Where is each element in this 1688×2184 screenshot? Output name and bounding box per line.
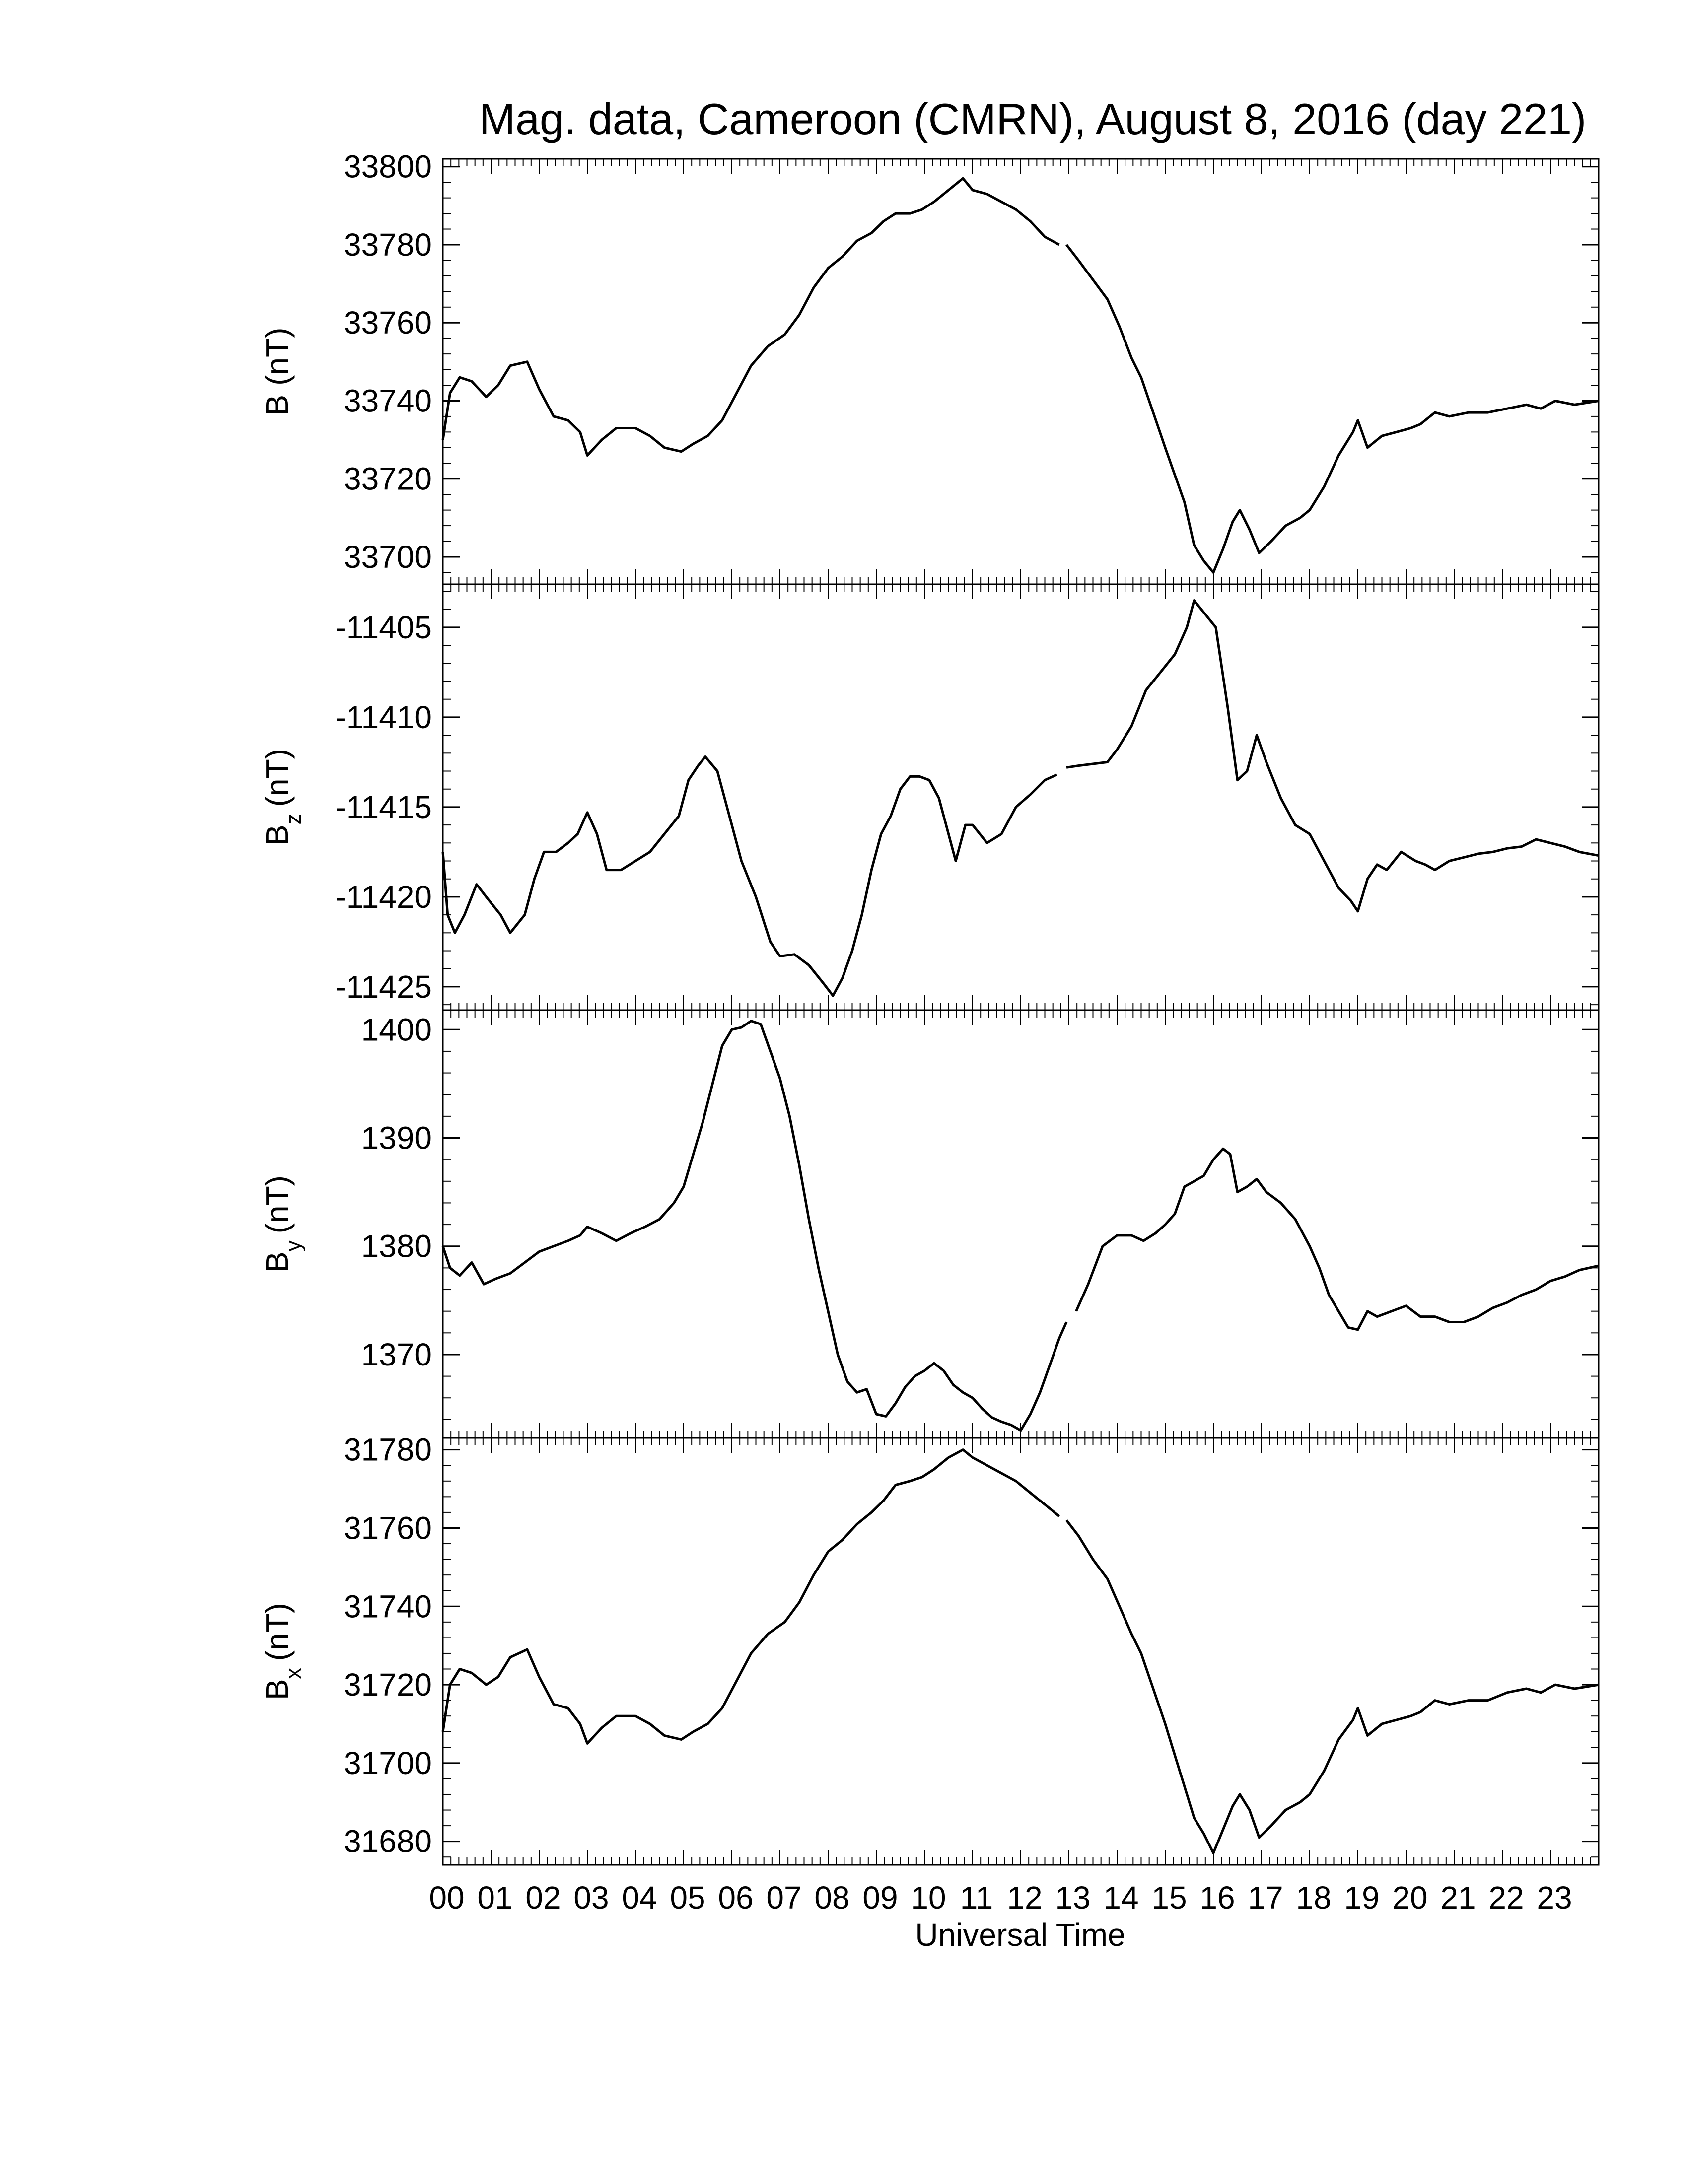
y-tick-label: -11405 — [335, 610, 432, 645]
series-line — [441, 1020, 1068, 1432]
y-tick-label: -11410 — [335, 699, 432, 735]
x-tick-label: 18 — [1296, 1880, 1331, 1915]
y-tick-label: 31760 — [344, 1510, 432, 1546]
y-tick-label: 33700 — [344, 539, 432, 575]
x-tick-label: 15 — [1151, 1880, 1187, 1915]
x-axis-label: Universal Time — [915, 1917, 1125, 1953]
y-axis-label: B (nT) — [259, 328, 295, 416]
x-tick-label: 01 — [477, 1880, 512, 1915]
x-tick-label: 20 — [1392, 1880, 1427, 1915]
y-tick-label: 33740 — [344, 383, 432, 418]
x-tick-label: 02 — [525, 1880, 561, 1915]
y-tick-label: -11415 — [335, 789, 432, 825]
y-axis-label-main: B — [259, 395, 295, 416]
x-tick-label: 16 — [1199, 1880, 1235, 1915]
series-line — [1065, 244, 1599, 574]
y-axis-label-subscript: x — [281, 1668, 306, 1679]
x-tick-label: 04 — [622, 1880, 657, 1915]
y-tick-label: 31740 — [344, 1588, 432, 1624]
y-axis-label-main: B — [259, 1679, 295, 1700]
series-line — [441, 1448, 1060, 1745]
x-tick-label: 10 — [911, 1880, 946, 1915]
x-tick-label: 19 — [1344, 1880, 1379, 1915]
y-axis-label-main: B — [259, 1251, 295, 1273]
y-axis-label-subscript: y — [281, 1240, 306, 1251]
y-tick-label: 31780 — [344, 1432, 432, 1468]
series-line — [441, 177, 1060, 457]
x-axis: 00 01 02 03 04 05 06 07 08 09 10 11 12 13 14 15 16 17 18 19… — [429, 1880, 1572, 1915]
series-line — [441, 755, 1057, 997]
x-tick-label: 03 — [573, 1880, 609, 1915]
series-line — [1075, 1147, 1599, 1331]
x-tick-label: 22 — [1488, 1880, 1524, 1915]
y-axis-label-main: B — [259, 824, 295, 846]
series-line — [1066, 599, 1599, 913]
y-axis-label-unit: (nT) — [259, 328, 295, 386]
panel-1: 33700 33720 33740 33760 33780 33800 B (nT) — [259, 149, 1600, 585]
y-axis-label: Bz (nT) — [259, 749, 306, 846]
y-tick-label: 1370 — [361, 1337, 432, 1372]
panel-4: 31680 31700 31720 31740 31760 31780 Bx (nT) — [259, 1432, 1600, 1866]
x-tick-label: 11 — [960, 1880, 993, 1915]
x-tick-label: 14 — [1103, 1880, 1138, 1915]
x-tick-label: 17 — [1248, 1880, 1283, 1915]
x-tick-label: 08 — [814, 1880, 849, 1915]
y-tick-label: 31680 — [344, 1824, 432, 1859]
x-tick-label: 12 — [1007, 1880, 1042, 1915]
panel-3: 1370 1380 1390 1400 By (nT) — [259, 1009, 1600, 1439]
y-tick-label: -11420 — [335, 879, 432, 915]
x-tick-label: 09 — [862, 1880, 898, 1915]
x-tick-label: 05 — [670, 1880, 705, 1915]
y-tick-label: 33800 — [344, 149, 432, 185]
y-tick-label: 1380 — [361, 1228, 432, 1264]
y-tick-label: 33780 — [344, 227, 432, 263]
y-tick-label: 33720 — [344, 461, 432, 497]
x-tick-label: 13 — [1055, 1880, 1090, 1915]
x-tick-label: 23 — [1537, 1880, 1572, 1915]
x-tick-label: 21 — [1440, 1880, 1476, 1915]
y-axis-label: Bx (nT) — [259, 1603, 306, 1700]
series-line — [1065, 1519, 1599, 1854]
y-tick-label: -11425 — [335, 969, 432, 1005]
y-axis-label-subscript: z — [281, 814, 306, 824]
x-tick-label: 00 — [429, 1880, 464, 1915]
x-tick-label: 06 — [718, 1880, 753, 1915]
y-tick-label: 1390 — [361, 1120, 432, 1156]
chart-title: Mag. data, Cameroon (CMRN), August 8, 20… — [479, 94, 1586, 143]
y-tick-label: 1400 — [361, 1012, 432, 1047]
y-axis-label-unit: (nT) — [259, 749, 295, 807]
panel-2: -11425 -11420 -11415 -11410 -11405 Bz (nT) — [259, 583, 1600, 1011]
y-tick-label: 31720 — [344, 1667, 432, 1703]
y-tick-label: 33760 — [344, 305, 432, 341]
panels-group: 337003372033740337603378033800B(nT)-1142… — [259, 149, 1600, 1866]
y-axis-label: By (nT) — [259, 1175, 306, 1273]
y-axis-label-unit: (nT) — [259, 1175, 295, 1233]
y-axis-label-unit: (nT) — [259, 1603, 295, 1661]
x-tick-label: 07 — [766, 1880, 801, 1915]
y-tick-label: 31700 — [344, 1745, 432, 1781]
